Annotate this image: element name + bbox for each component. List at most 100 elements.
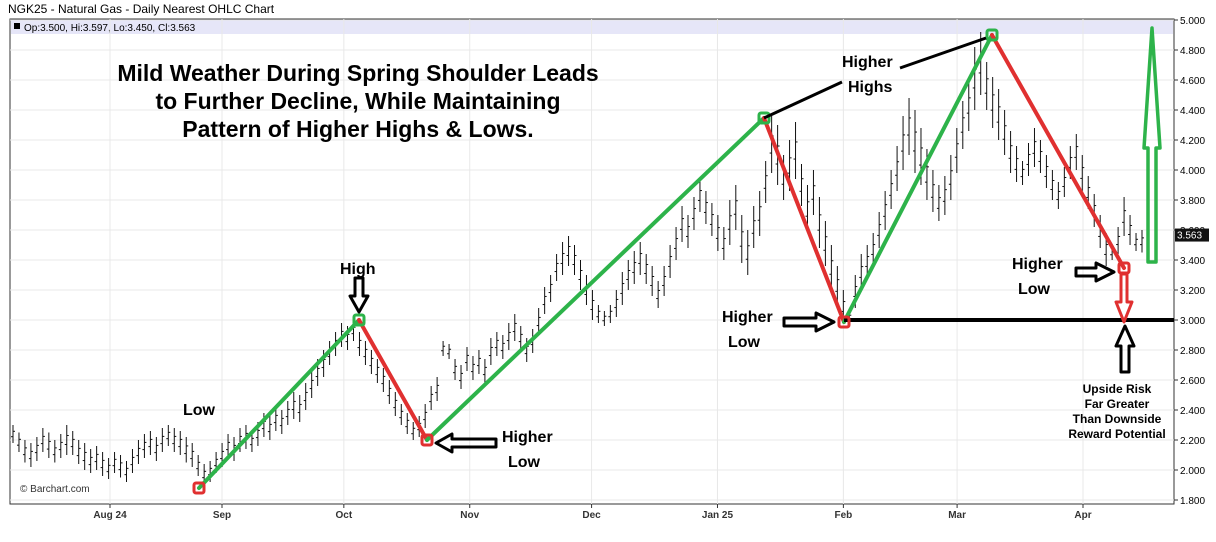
ohlc-bar (709, 203, 714, 236)
upside-risk-label: Reward Potential (1068, 427, 1165, 441)
low-pivot-marker (192, 481, 206, 495)
ohlc-bar (650, 266, 655, 296)
ohlc-bar (184, 437, 189, 463)
ohlc-bar (70, 431, 75, 455)
ohlc-bar (64, 425, 69, 455)
high-arrow-icon (348, 276, 370, 314)
ohlc-bar (148, 431, 153, 455)
y-axis: 1.800 2.000 2.200 2.400 2.600 2.800 3.000 3.200… (1174, 16, 1209, 507)
x-tick-label: Feb (834, 510, 852, 521)
ohlc-bar (76, 440, 81, 464)
ohlc-bar (1128, 215, 1133, 245)
ohlc-bar (901, 116, 906, 170)
ohlc-bar (1080, 155, 1085, 191)
ohlc-bar (745, 230, 750, 275)
higher-low-label: Low (728, 334, 761, 351)
ohlc-bar (226, 434, 231, 458)
ohlc-bar (303, 383, 308, 410)
low-label: Low (183, 402, 216, 419)
ohlc-bar (22, 440, 27, 463)
ohlc-bar (1056, 182, 1061, 209)
ohlc-bar (536, 308, 541, 335)
ohlc-bar (160, 428, 165, 452)
ohlc-bar (548, 275, 553, 302)
high-pivot-marker (352, 313, 366, 327)
chart-title: NGK25 - Natural Gas - Daily Nearest OHLC… (8, 2, 275, 16)
ohlc-bar (1050, 170, 1055, 200)
ohlc-bar (166, 425, 171, 446)
ohlc-bar (936, 185, 941, 221)
ohlc-bar (835, 266, 840, 305)
ohlc-bar (190, 443, 195, 467)
ohlc-bar (638, 242, 643, 275)
ohlc-bar (1038, 140, 1043, 173)
ohlc-bar (196, 455, 201, 476)
ohlc-bar (554, 254, 559, 281)
higher-low-label: Higher (1012, 256, 1063, 273)
y-tick-label: 4.400 (1180, 106, 1205, 117)
ohlc-bar (399, 404, 404, 425)
ohlc-bar (482, 359, 487, 383)
last-price-box (1175, 228, 1209, 242)
ohlc-bar (829, 245, 834, 290)
ohlc-bar (130, 449, 135, 473)
ohlc-bar (823, 221, 828, 266)
y-tick-label: 2.200 (1180, 436, 1205, 447)
ohlc-bar (686, 215, 691, 248)
ohlc-bar (178, 431, 183, 455)
higher-highs-label: Highs (848, 79, 893, 96)
higher-low-label: Higher (502, 429, 553, 446)
ohlc-bar (883, 191, 888, 230)
ohlc-bar (279, 410, 284, 434)
ohlc-bar (626, 260, 631, 290)
ohlc-bar (632, 251, 637, 284)
downtrend-line (357, 318, 429, 442)
ohlc-bar (94, 446, 99, 470)
higher-low-label: Low (508, 454, 541, 471)
ohlc-bar (620, 272, 625, 305)
highs-connector-line (899, 36, 987, 70)
ohlc-bar (942, 176, 947, 215)
ohlc-bar (369, 350, 374, 374)
ohlc-bar (930, 170, 935, 212)
ohlc-bar (817, 197, 822, 248)
ohlc-bar (309, 371, 314, 398)
y-tick-label: 3.000 (1180, 316, 1205, 327)
y-tick-label: 4.800 (1180, 46, 1205, 57)
ohlc-bar (889, 170, 894, 209)
legend-square-icon (14, 23, 20, 29)
ohlc-bar (363, 341, 368, 365)
y-tick-label: 3.800 (1180, 196, 1205, 207)
ohlc-bar (1062, 167, 1067, 197)
y-tick-label: 2.600 (1180, 376, 1205, 387)
ohlc-bar (954, 128, 959, 173)
y-tick-label: 4.600 (1180, 76, 1205, 87)
ohlc-bar (984, 62, 989, 110)
downtrend-line (990, 33, 1126, 270)
y-tick-label: 3.400 (1180, 256, 1205, 267)
ohlc-bar (518, 326, 523, 350)
ohlc-bar (34, 437, 39, 461)
ohlc-bar (52, 440, 57, 463)
ohlc-bar (715, 215, 720, 251)
ohlc-bar (572, 245, 577, 275)
ohlc-bar (1074, 134, 1079, 170)
ohlc-bar (16, 432, 21, 452)
upside-risk-label: Far Greater (1085, 397, 1150, 411)
upside-risk-label: Upside Risk (1083, 382, 1152, 396)
ohlc-bar (291, 392, 296, 419)
y-tick-label: 4.200 (1180, 136, 1205, 147)
ohlc-bar (267, 416, 272, 440)
ohlc-bar (799, 164, 804, 206)
ohlc-bar (494, 332, 499, 356)
downside-arrow-icon (1114, 272, 1134, 324)
ohlc-bar (58, 434, 63, 458)
ohlc-bar (960, 101, 965, 149)
low-pivot-marker (420, 433, 434, 447)
x-tick-label: Dec (582, 510, 601, 521)
ohlc-bar (966, 80, 971, 131)
ohlc-bar (488, 338, 493, 365)
ohlc-bar (542, 287, 547, 314)
ohlc-bar (662, 266, 667, 296)
ohlc-bar (680, 206, 685, 242)
